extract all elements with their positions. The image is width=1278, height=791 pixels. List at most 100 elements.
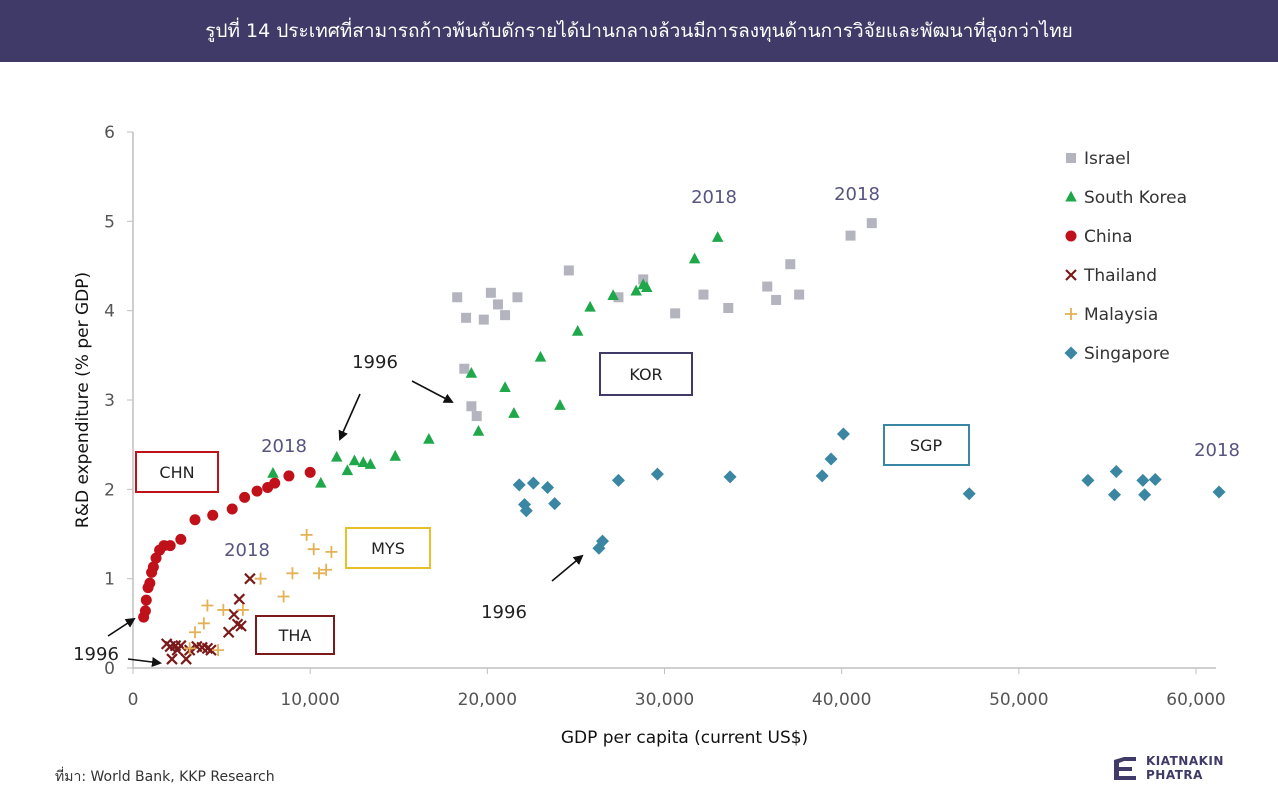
data-point <box>478 314 489 325</box>
chn-1996-label: 1996 <box>73 644 119 665</box>
data-point <box>267 467 279 478</box>
data-point <box>205 644 217 656</box>
data-point <box>723 470 737 484</box>
x-tick-label: 40,000 <box>812 690 871 710</box>
data-point <box>499 381 511 392</box>
legend-marker <box>1065 308 1077 320</box>
tha-box-label: THA <box>278 626 312 645</box>
data-point <box>611 473 625 487</box>
data-point <box>571 324 584 336</box>
legend-marker <box>1065 230 1077 242</box>
data-point <box>147 561 159 573</box>
data-point <box>239 491 251 503</box>
kkp-logo: KIATNAKIN PHATRA <box>1110 752 1240 788</box>
data-point <box>688 252 701 264</box>
x-tick-label: 20,000 <box>458 690 517 710</box>
data-point <box>330 450 343 462</box>
arrow-chn-1996 <box>107 617 136 637</box>
data-point <box>794 289 805 300</box>
data-point <box>254 572 267 585</box>
data-point <box>320 563 333 576</box>
data-point <box>283 470 295 482</box>
data-point <box>300 528 313 541</box>
data-point <box>183 642 196 655</box>
data-point <box>815 469 829 483</box>
data-point <box>348 454 361 466</box>
mys-box-label: MYS <box>371 539 405 558</box>
data-point <box>269 477 281 489</box>
title-bar: รูปที่ 14 ประเทศที่สามารถก้าวพ้นกับดักรา… <box>0 0 1278 62</box>
data-point <box>212 644 225 657</box>
data-point <box>465 366 478 378</box>
x-tick-label: 10,000 <box>280 690 339 710</box>
arrow-kor-1996-a <box>338 393 361 441</box>
data-point <box>563 265 574 276</box>
data-point <box>228 608 240 621</box>
series-israel <box>452 218 877 422</box>
page-title: รูปที่ 14 ประเทศที่สามารถก้าวพ้นกับดักรา… <box>205 20 1073 42</box>
data-point <box>307 543 320 556</box>
data-point <box>1136 473 1150 487</box>
data-point <box>466 401 477 412</box>
x-axis-label: GDP per capita (current US$) <box>561 728 808 748</box>
data-point <box>313 567 326 580</box>
data-point <box>519 504 533 518</box>
data-point <box>512 292 523 303</box>
data-point <box>641 281 653 292</box>
data-point <box>554 399 566 410</box>
data-point <box>286 567 299 580</box>
sgp-2018-label: 2018 <box>1194 440 1240 461</box>
kor-1996-label: 1996 <box>352 352 398 373</box>
isr-2018-label: 2018 <box>834 184 880 205</box>
series-singapore <box>512 427 1226 555</box>
data-point <box>235 620 247 632</box>
chn-box-label: CHN <box>159 463 194 482</box>
data-point <box>670 308 681 319</box>
legend-label: China <box>1084 227 1133 247</box>
axes: 0 1 2 3 4 5 6 0 10,000 20,000 30,000 40,000 50,000 60… <box>73 123 1226 748</box>
data-point <box>1212 485 1226 499</box>
data-point <box>140 594 152 606</box>
data-point <box>771 294 782 305</box>
data-point <box>962 487 976 501</box>
y-tick-label: 0 <box>104 659 115 679</box>
kor-box-label: KOR <box>629 365 662 384</box>
data-point <box>304 466 316 478</box>
data-point <box>341 464 354 476</box>
data-point <box>845 230 856 241</box>
data-point <box>144 577 156 589</box>
data-point <box>389 450 401 461</box>
kor-2018-label: 2018 <box>691 187 737 208</box>
data-point <box>139 605 151 617</box>
data-point <box>217 603 230 616</box>
y-tick-label: 3 <box>104 391 115 411</box>
data-point <box>836 427 850 441</box>
data-point <box>492 299 503 310</box>
kkp-logo-icon <box>1114 757 1136 780</box>
data-point <box>1109 464 1123 478</box>
data-point <box>508 407 520 418</box>
data-point <box>201 599 214 612</box>
data-point <box>207 509 219 521</box>
data-point <box>534 350 547 362</box>
legend-label: Thailand <box>1083 266 1157 286</box>
data-point <box>277 590 290 603</box>
data-point <box>423 433 435 444</box>
data-point <box>364 458 377 469</box>
y-tick-label: 1 <box>104 570 115 590</box>
data-point <box>315 476 327 488</box>
data-point <box>584 300 596 312</box>
data-point <box>541 481 555 495</box>
data-point <box>175 533 187 545</box>
series-south-korea <box>267 231 724 488</box>
data-point <box>485 287 496 298</box>
logo-line-1: KIATNAKIN <box>1146 754 1224 768</box>
data-marks <box>138 218 1226 665</box>
data-point <box>189 514 201 526</box>
data-point <box>548 497 562 511</box>
data-point <box>461 312 472 323</box>
series-china <box>138 466 316 623</box>
arrow-kor-1996-b <box>411 380 454 403</box>
data-point <box>166 653 178 665</box>
data-point <box>357 456 370 468</box>
